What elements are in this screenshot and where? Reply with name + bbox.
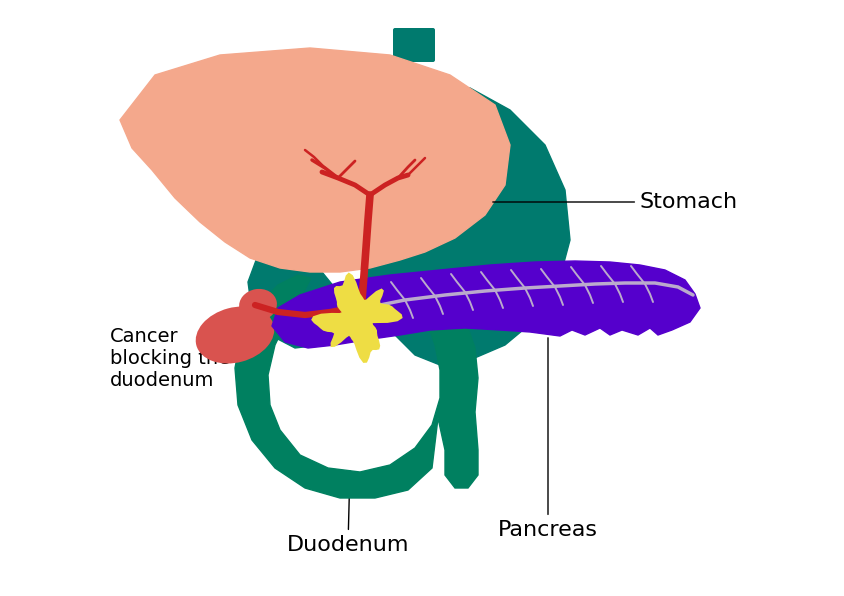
Polygon shape <box>311 272 402 363</box>
Text: Duodenum: Duodenum <box>286 471 408 555</box>
Polygon shape <box>272 261 699 348</box>
Polygon shape <box>247 82 570 365</box>
Ellipse shape <box>239 289 277 321</box>
Text: Pancreas: Pancreas <box>497 338 598 540</box>
Ellipse shape <box>196 306 274 364</box>
Text: Cancer
blocking the
duodenum: Cancer blocking the duodenum <box>110 319 352 390</box>
FancyBboxPatch shape <box>392 28 435 62</box>
Polygon shape <box>235 275 478 498</box>
Polygon shape <box>120 48 510 272</box>
Text: Stomach: Stomach <box>492 192 738 212</box>
